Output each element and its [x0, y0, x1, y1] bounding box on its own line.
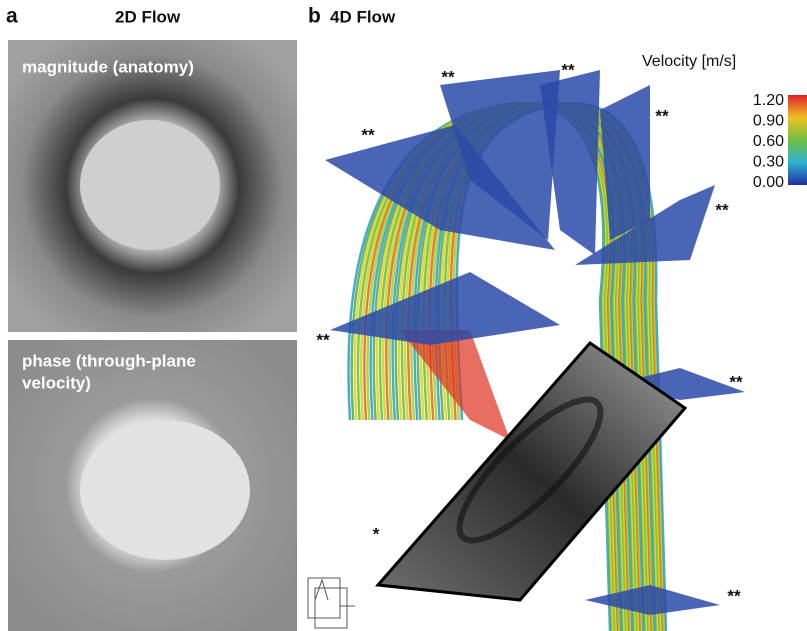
- panel-title: 4D Flow: [330, 7, 396, 26]
- colorbar-tick-label: 0.00: [753, 174, 784, 191]
- colorbar: [788, 95, 807, 185]
- colorbar-tick-label: 1.20: [753, 92, 784, 109]
- annotation: **: [729, 372, 743, 391]
- annotation: **: [715, 200, 729, 219]
- colorbar-tick-label: 0.60: [753, 133, 784, 150]
- orientation-cube: [308, 578, 355, 628]
- colorbar-title: Velocity [m/s]: [642, 53, 736, 70]
- image-label: phase (through-plane: [22, 351, 196, 370]
- figure: a 2D Flow b 4D Flow magnitude (anatomy) p…: [0, 0, 807, 631]
- annotation: **: [441, 67, 455, 86]
- annotation: *: [373, 524, 380, 543]
- annotation: **: [727, 586, 741, 605]
- image-label: magnitude (anatomy): [22, 57, 194, 76]
- colorbar-tick-label: 0.30: [753, 154, 784, 171]
- cut-plane: [585, 585, 720, 615]
- annotation: **: [655, 106, 669, 125]
- annotation: **: [316, 330, 330, 349]
- panel-letter: b: [308, 5, 321, 28]
- colorbar-tick-label: 0.90: [753, 113, 784, 130]
- vessel: [80, 120, 220, 250]
- vessel: [80, 420, 250, 560]
- annotation: **: [561, 60, 575, 79]
- panel-letter: a: [6, 5, 18, 28]
- panel-title: 2D Flow: [115, 7, 181, 26]
- image-label: velocity): [22, 373, 91, 392]
- annotation: **: [361, 125, 375, 144]
